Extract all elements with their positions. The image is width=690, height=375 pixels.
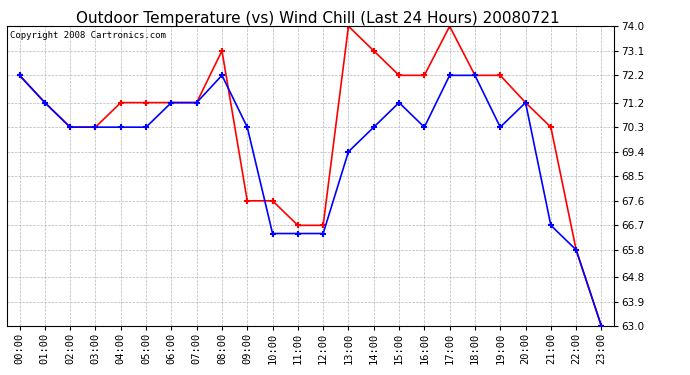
Text: Outdoor Temperature (vs) Wind Chill (Last 24 Hours) 20080721: Outdoor Temperature (vs) Wind Chill (Las… — [76, 11, 559, 26]
Text: Copyright 2008 Cartronics.com: Copyright 2008 Cartronics.com — [10, 31, 166, 40]
